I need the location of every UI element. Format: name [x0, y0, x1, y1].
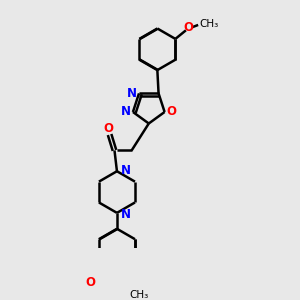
- Text: N: N: [122, 208, 131, 220]
- Text: O: O: [85, 276, 95, 289]
- Text: CH₃: CH₃: [200, 19, 219, 29]
- Text: O: O: [103, 122, 113, 135]
- Text: N: N: [127, 87, 137, 100]
- Text: N: N: [122, 164, 131, 176]
- Text: CH₃: CH₃: [129, 290, 148, 300]
- Text: O: O: [184, 21, 194, 34]
- Text: N: N: [121, 106, 131, 118]
- Text: O: O: [167, 106, 176, 118]
